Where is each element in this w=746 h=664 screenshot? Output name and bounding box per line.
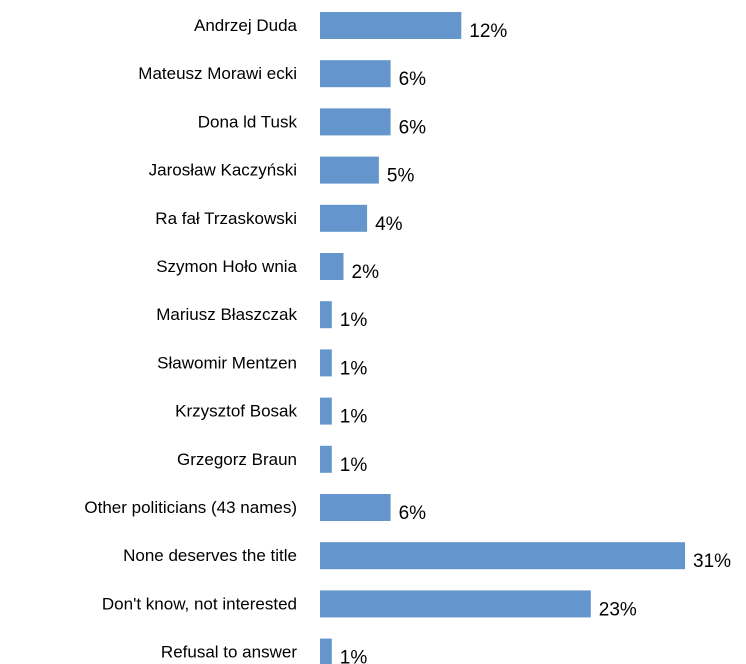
- value-label-ra-fa-trzaskowski: 4%: [375, 214, 403, 235]
- bars-group: [320, 12, 685, 664]
- category-label-don-t-know-not-interested: Don't know, not interested: [102, 594, 297, 613]
- bar-other-politicians-43-names: [320, 494, 391, 521]
- category-label-dona-ld-tusk: Dona ld Tusk: [198, 112, 298, 131]
- value-label-dona-ld-tusk: 6%: [399, 117, 427, 138]
- value-label-refusal-to-answer: 1%: [340, 648, 368, 664]
- bar-andrzej-duda: [320, 12, 462, 39]
- value-label-andrzej-duda: 12%: [469, 21, 507, 42]
- category-label-refusal-to-answer: Refusal to answer: [161, 643, 297, 662]
- value-label-mariusz-b-aszczak: 1%: [340, 310, 368, 331]
- category-label-other-politicians-43-names: Other politicians (43 names): [84, 498, 297, 517]
- value-label-mateusz-morawi-ecki: 6%: [399, 69, 427, 90]
- value-label-other-politicians-43-names: 6%: [399, 503, 427, 524]
- bar-refusal-to-answer: [320, 638, 332, 664]
- bar-krzysztof-bosak: [320, 397, 332, 425]
- category-label-jaros-aw-kaczy-ski: Jarosław Kaczyński: [149, 161, 297, 180]
- bar-ra-fa-trzaskowski: [320, 204, 368, 232]
- bar-none-deserves-the-title: [320, 542, 685, 570]
- category-label-krzysztof-bosak: Krzysztof Bosak: [175, 402, 297, 421]
- bar-dona-ld-tusk: [320, 108, 391, 136]
- bar-mateusz-morawi-ecki: [320, 60, 391, 88]
- bar-jaros-aw-kaczy-ski: [320, 156, 379, 184]
- bar-s-awomir-mentzen: [320, 349, 332, 377]
- value-labels-group: 12% 6% 6% 5% 4% 2% 1% 1% 1% 1% 6% 31% 23% 1%: [340, 21, 731, 664]
- value-label-s-awomir-mentzen: 1%: [340, 358, 368, 379]
- category-label-mateusz-morawi-ecki: Mateusz Morawi ecki: [138, 64, 297, 83]
- bar-szymon-ho-o-wnia: [320, 253, 344, 280]
- value-label-don-t-know-not-interested: 23%: [599, 599, 637, 620]
- category-labels-group: Andrzej Duda Mateusz Morawi ecki Dona ld T…: [84, 16, 297, 662]
- category-label-none-deserves-the-title: None deserves the title: [123, 546, 297, 565]
- value-label-krzysztof-bosak: 1%: [340, 407, 368, 428]
- bar-grzegorz-braun: [320, 445, 332, 473]
- category-label-grzegorz-braun: Grzegorz Braun: [177, 450, 297, 469]
- value-label-grzegorz-braun: 1%: [340, 455, 368, 476]
- value-label-szymon-ho-o-wnia: 2%: [352, 262, 380, 283]
- category-label-andrzej-duda: Andrzej Duda: [194, 16, 298, 35]
- category-label-ra-fa-trzaskowski: Ra fał Trzaskowski: [155, 209, 297, 228]
- bar-don-t-know-not-interested: [320, 590, 591, 618]
- value-label-none-deserves-the-title: 31%: [693, 551, 731, 572]
- category-label-szymon-ho-o-wnia: Szymon Hoło wnia: [156, 257, 297, 276]
- category-label-mariusz-b-aszczak: Mariusz Błaszczak: [156, 305, 297, 324]
- category-label-s-awomir-mentzen: Sławomir Mentzen: [157, 353, 297, 372]
- value-label-jaros-aw-kaczy-ski: 5%: [387, 166, 415, 187]
- bar-mariusz-b-aszczak: [320, 301, 332, 329]
